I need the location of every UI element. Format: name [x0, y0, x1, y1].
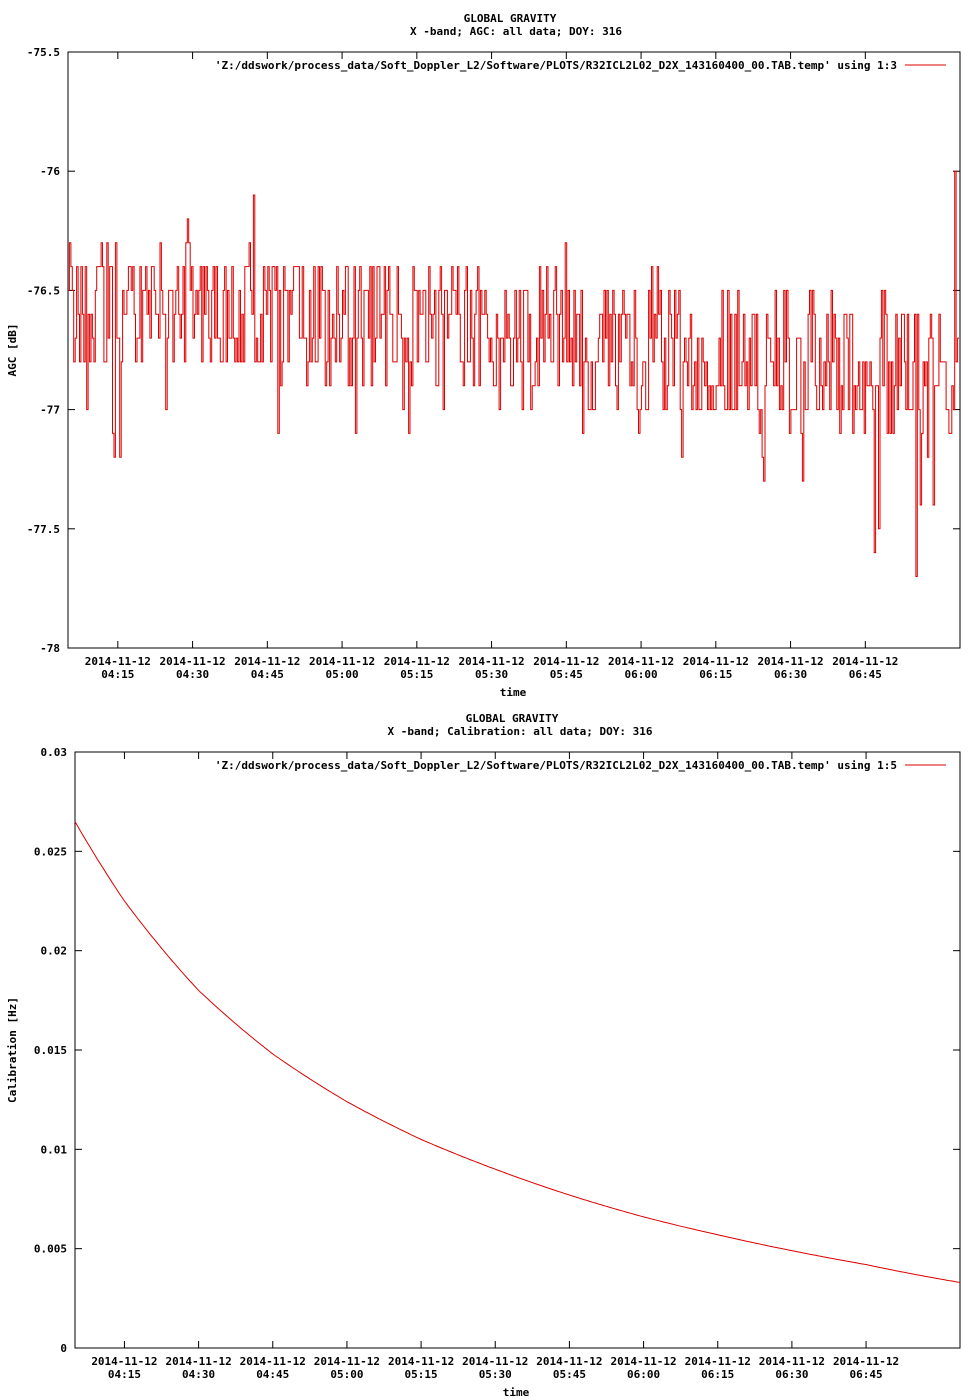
calibration-x-axis-label: time [503, 1386, 530, 1399]
calibration-x-axis: 2014-11-1204:152014-11-1204:302014-11-12… [91, 752, 899, 1381]
agc-x-tick-date: 2014-11-12 [309, 655, 375, 668]
agc-x-tick-time: 06:30 [774, 668, 807, 681]
calibration-x-tick-date: 2014-11-12 [314, 1355, 380, 1368]
agc-y-tick-label: -76.5 [27, 284, 60, 297]
calibration-x-tick-time: 06:30 [775, 1368, 808, 1381]
agc-x-tick-time: 05:45 [550, 668, 583, 681]
calibration-x-tick-time: 05:30 [479, 1368, 512, 1381]
agc-x-tick-time: 06:45 [849, 668, 882, 681]
agc-legend-label: 'Z:/ddswork/process_data/Soft_Doppler_L2… [215, 59, 897, 72]
agc-x-tick-date: 2014-11-12 [85, 655, 151, 668]
agc-x-tick-date: 2014-11-12 [234, 655, 300, 668]
agc-x-axis: 2014-11-1204:152014-11-1204:302014-11-12… [85, 52, 898, 681]
calibration-x-tick-date: 2014-11-12 [462, 1355, 528, 1368]
calibration-x-tick-time: 05:15 [405, 1368, 438, 1381]
agc-x-tick-time: 06:00 [625, 668, 658, 681]
calibration-y-tick-label: 0.03 [41, 746, 68, 759]
agc-chart-subtitle: X -band; AGC: all data; DOY: 316 [410, 25, 622, 38]
calibration-x-tick-time: 05:00 [330, 1368, 363, 1381]
agc-y-tick-label: -75.5 [27, 46, 60, 59]
agc-x-tick-date: 2014-11-12 [533, 655, 599, 668]
calibration-x-tick-time: 04:30 [182, 1368, 215, 1381]
calibration-x-tick-date: 2014-11-12 [610, 1355, 676, 1368]
agc-x-tick-time: 05:15 [400, 668, 433, 681]
calibration-series-line [74, 821, 961, 1283]
agc-x-tick-date: 2014-11-12 [384, 655, 450, 668]
calibration-x-tick-time: 06:45 [849, 1368, 882, 1381]
agc-series-line [68, 170, 959, 577]
calibration-y-tick-label: 0.025 [34, 845, 67, 858]
agc-x-tick-time: 04:30 [176, 668, 209, 681]
agc-x-tick-date: 2014-11-12 [458, 655, 524, 668]
calibration-x-tick-time: 06:15 [701, 1368, 734, 1381]
calibration-x-tick-time: 04:15 [108, 1368, 141, 1381]
calibration-chart-title: GLOBAL GRAVITY [466, 712, 559, 725]
agc-x-axis-label: time [500, 686, 527, 699]
agc-x-tick-time: 04:45 [251, 668, 284, 681]
agc-x-tick-date: 2014-11-12 [608, 655, 674, 668]
agc-x-tick-date: 2014-11-12 [832, 655, 898, 668]
agc-chart-title: GLOBAL GRAVITY [464, 12, 557, 25]
calibration-x-tick-date: 2014-11-12 [759, 1355, 825, 1368]
agc-y-tick-label: -76 [40, 165, 60, 178]
calibration-y-axis: 0.03 0.025 0.02 0.015 0.01 0.005 0 [34, 746, 960, 1355]
calibration-chart: GLOBAL GRAVITY X -band; Calibration: all… [6, 712, 961, 1399]
calibration-y-tick-label: 0 [60, 1342, 67, 1355]
calibration-plot-frame [74, 751, 961, 1349]
agc-chart: GLOBAL GRAVITY X -band; AGC: all data; D… [6, 12, 961, 699]
calibration-y-tick-label: 0.01 [41, 1143, 68, 1156]
agc-y-axis: -75.5 -76 -76.5 -77 -77.5 -78 [27, 46, 960, 655]
calibration-chart-subtitle: X -band; Calibration: all data; DOY: 316 [388, 725, 653, 738]
agc-x-tick-time: 05:00 [326, 668, 359, 681]
calibration-y-tick-label: 0.005 [34, 1243, 67, 1256]
calibration-x-tick-time: 05:45 [553, 1368, 586, 1381]
calibration-x-tick-date: 2014-11-12 [685, 1355, 751, 1368]
agc-y-tick-label: -78 [40, 642, 60, 655]
agc-y-axis-label: AGC [dB] [6, 324, 19, 377]
calibration-y-tick-label: 0.02 [41, 945, 68, 958]
agc-y-tick-label: -77.5 [27, 523, 60, 536]
calibration-x-tick-time: 06:00 [627, 1368, 660, 1381]
calibration-legend-label: 'Z:/ddswork/process_data/Soft_Doppler_L2… [215, 759, 897, 772]
calibration-x-tick-date: 2014-11-12 [165, 1355, 231, 1368]
agc-y-tick-label: -77 [40, 404, 60, 417]
calibration-x-tick-date: 2014-11-12 [833, 1355, 899, 1368]
calibration-y-axis-label: Calibration [Hz] [6, 997, 19, 1103]
agc-x-tick-date: 2014-11-12 [683, 655, 749, 668]
agc-x-tick-date: 2014-11-12 [757, 655, 823, 668]
calibration-x-tick-date: 2014-11-12 [91, 1355, 157, 1368]
agc-plot-frame [67, 51, 961, 649]
agc-x-tick-date: 2014-11-12 [159, 655, 225, 668]
agc-x-tick-time: 05:30 [475, 668, 508, 681]
calibration-x-tick-date: 2014-11-12 [240, 1355, 306, 1368]
calibration-x-tick-date: 2014-11-12 [388, 1355, 454, 1368]
calibration-x-tick-time: 04:45 [256, 1368, 289, 1381]
calibration-x-tick-date: 2014-11-12 [536, 1355, 602, 1368]
agc-x-tick-time: 06:15 [699, 668, 732, 681]
calibration-y-tick-label: 0.015 [34, 1044, 67, 1057]
agc-x-tick-time: 04:15 [101, 668, 134, 681]
